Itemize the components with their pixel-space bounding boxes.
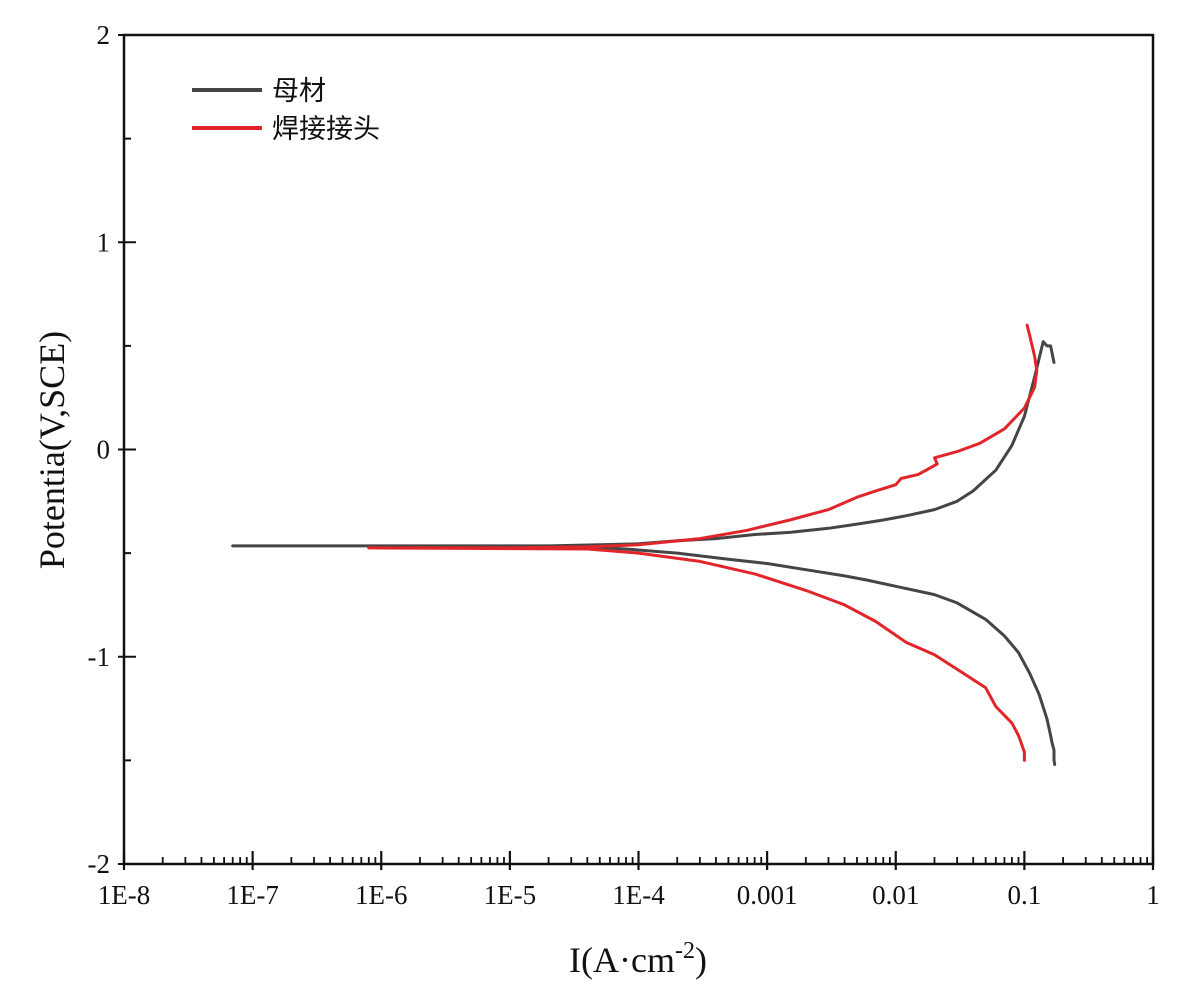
series-line-0 (231, 340, 1057, 766)
series-line-1 (367, 323, 1039, 762)
x-tick-label: 0.01 (872, 880, 919, 910)
y-tick-label: 2 (97, 20, 111, 50)
x-tick-label: 1E-8 (98, 880, 150, 910)
y-axis-ticks (118, 34, 136, 865)
x-tick-label: 1E-4 (612, 880, 665, 910)
legend: 母材 焊接接头 (192, 76, 380, 145)
x-tick-label: 1 (1146, 880, 1160, 910)
x-tick-label: 0.001 (737, 880, 798, 910)
y-tick-label: -1 (88, 642, 111, 672)
x-tick-label: 1E-7 (226, 880, 278, 910)
plot-area (122, 33, 1155, 866)
legend-label-weld-joint: 焊接接头 (272, 114, 380, 145)
x-tick-label: 1E-5 (484, 880, 536, 910)
series-layer (231, 323, 1057, 766)
x-axis-title: I(A·cm-2) (569, 938, 707, 980)
x-axis-tick-labels: 1E-8 1E-7 1E-6 1E-5 1E-4 0.001 0.01 0.1 1 (98, 880, 1160, 910)
y-tick-label: 1 (97, 227, 111, 257)
x-axis-ticks (122, 851, 1155, 870)
y-axis-tick-labels: 2 1 0 -1 -2 (88, 20, 111, 879)
x-tick-label: 0.1 (1008, 880, 1042, 910)
y-tick-label: -2 (88, 849, 111, 879)
x-tick-label: 1E-6 (355, 880, 407, 910)
y-axis-title: Potentia(V,SCE) (32, 331, 72, 569)
legend-label-base-metal: 母材 (272, 76, 326, 107)
y-tick-label: 0 (97, 435, 111, 465)
